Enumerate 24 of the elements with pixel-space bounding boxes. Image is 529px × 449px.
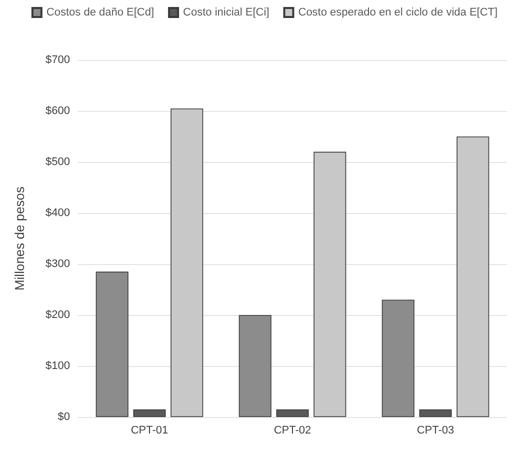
y-axis-title: Millones de pesos: [12, 186, 27, 291]
bar: [133, 409, 166, 417]
y-tick-label: $0: [58, 411, 70, 423]
bar: [170, 108, 204, 417]
bar: [238, 315, 272, 417]
bar: [382, 300, 414, 417]
y-tick-label: $300: [46, 258, 70, 270]
legend-label: Costo inicial E[Ci]: [183, 6, 270, 18]
x-tick-label: CPT-02: [274, 424, 312, 436]
bar: [456, 136, 490, 417]
y-tick-label: $100: [46, 360, 70, 372]
legend-label: Costo esperado en el ciclo de vida E[CT]: [298, 6, 498, 18]
y-tick-label: $500: [46, 156, 70, 168]
x-tick-label: CPT-03: [416, 424, 454, 436]
y-tick-label: $700: [46, 54, 70, 66]
x-tick-label: CPT-01: [130, 424, 168, 436]
y-tick-label: $200: [46, 309, 70, 321]
bar: [419, 409, 452, 417]
legend-label: Costos de daño E[Cd]: [46, 6, 154, 18]
bar: [314, 152, 346, 417]
y-tick-label: $400: [46, 207, 70, 219]
y-tick-label: $600: [46, 105, 70, 117]
bar: [276, 409, 309, 417]
bar: [96, 272, 128, 417]
